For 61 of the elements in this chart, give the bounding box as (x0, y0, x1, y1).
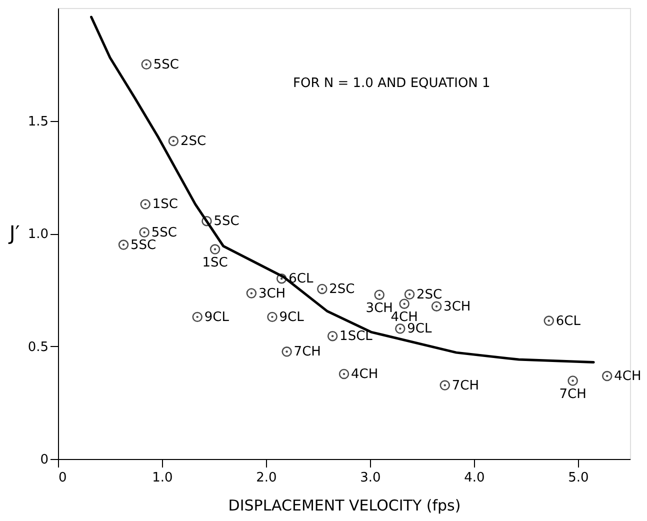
annotation: 3CH (366, 300, 393, 316)
y-tick-label: 0 (40, 452, 48, 468)
point (568, 376, 578, 386)
point (246, 288, 257, 298)
x-axis-title: DISPLACEMENT VELOCITY (fps) (228, 496, 461, 514)
point (602, 370, 612, 382)
annotation: 3CH (444, 299, 471, 314)
annotation: 9CL (407, 322, 433, 337)
y-tick-label: 1.0 (28, 227, 48, 242)
point (282, 346, 292, 357)
y-tick-label: 1.5 (28, 114, 48, 130)
point (404, 289, 415, 300)
y-axis-title: J′ (7, 221, 20, 245)
annotation: 5SC (214, 214, 240, 230)
point (544, 316, 554, 326)
x-tick-label: 1.0 (152, 470, 173, 486)
point (395, 324, 406, 334)
point (317, 284, 328, 294)
point (118, 240, 129, 250)
annotation: 6CL (556, 314, 582, 329)
x-tick-label: 0 (58, 470, 67, 486)
annotation: 2SC (416, 287, 442, 302)
point (399, 298, 410, 309)
point (440, 380, 450, 390)
annotation: 4CH (351, 366, 378, 382)
point (139, 227, 150, 238)
point (140, 199, 150, 210)
point (210, 244, 220, 254)
annotation: 7CH (452, 378, 480, 394)
x-tick-label: 2.0 (256, 470, 277, 486)
point (168, 136, 179, 146)
annotation: 7CH (294, 344, 321, 360)
annotation: 7CH (559, 386, 586, 402)
annotation: 1SCL (340, 329, 374, 344)
point (327, 330, 338, 342)
annotation: 5SC (153, 57, 180, 72)
annotation: 6CL (288, 272, 314, 287)
annotation: 1SC (202, 255, 228, 270)
annotation: 4CH (614, 369, 642, 384)
point (202, 216, 212, 226)
point (192, 312, 202, 322)
annotation: 9CL (204, 310, 230, 325)
annotation: 1SC (152, 197, 178, 212)
annotation: 5SC (130, 238, 156, 253)
point (276, 273, 287, 284)
annotation: 2SC (180, 134, 206, 150)
annotation: 3CH (258, 286, 286, 302)
point (267, 312, 278, 322)
x-tick-label: 3.0 (360, 470, 381, 486)
annotation: 2SC (329, 282, 355, 297)
line-series (90, 16, 595, 364)
point (141, 59, 152, 70)
x-tick-label: 4.0 (464, 470, 485, 486)
annotation: FOR N = 1.0 AND EQUATION 1 (293, 76, 490, 91)
annotation: 9CL (279, 310, 305, 325)
point (338, 368, 350, 380)
x-tick-label: 5.0 (568, 470, 589, 486)
point (374, 290, 384, 300)
y-tick-label: 0.5 (28, 340, 48, 355)
annotation: 5SC (151, 225, 177, 240)
point (431, 301, 442, 312)
